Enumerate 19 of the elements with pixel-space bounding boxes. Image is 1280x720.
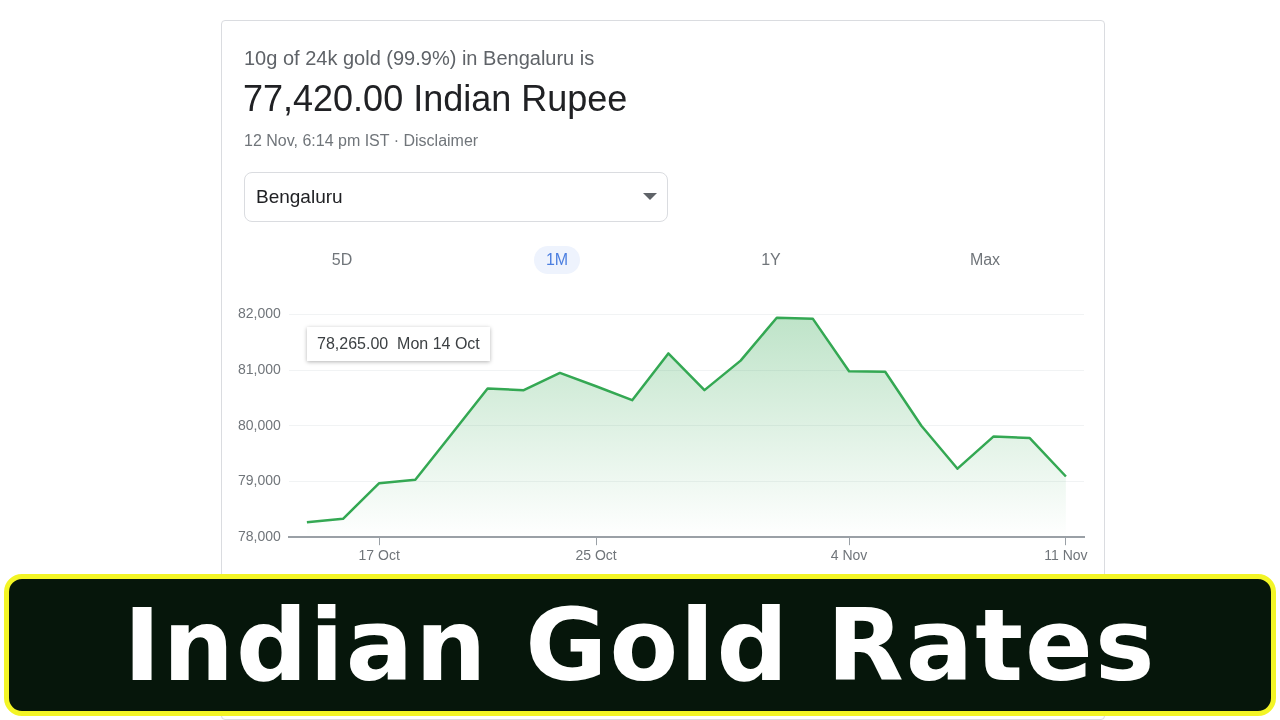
chart-subtitle: 10g of 24k gold (99.9%) in Bengaluru is: [244, 47, 595, 70]
y-tick-label: 81,000: [237, 360, 282, 377]
text: Max: [968, 250, 1002, 270]
text: 1Y: [760, 250, 782, 270]
text: 12 Nov, 6:14 pm IST · Disclaimer: [244, 132, 479, 150]
y-tick-label: 80,000: [237, 416, 282, 433]
y-tick-label: 82,000: [237, 305, 282, 322]
y-tick-label: 79,000: [237, 472, 282, 489]
text: 5D: [330, 250, 354, 270]
y-tick-label: 78,000: [237, 528, 282, 545]
x-tick-label: 4 Nov: [830, 547, 868, 564]
x-tick-label: 17 Oct: [358, 547, 400, 564]
annotation: 78,265.00 Mon 14 Oct: [307, 327, 490, 361]
text: Bengaluru: [256, 186, 343, 208]
text: Indian Gold Rates: [123, 586, 1157, 704]
text: 1M: [534, 246, 580, 274]
x-tick-label: 11 Nov: [1044, 547, 1088, 564]
x-tick-label: 25 Oct: [575, 547, 617, 564]
chart-title: 77,420.00 Indian Rupee: [243, 78, 628, 120]
